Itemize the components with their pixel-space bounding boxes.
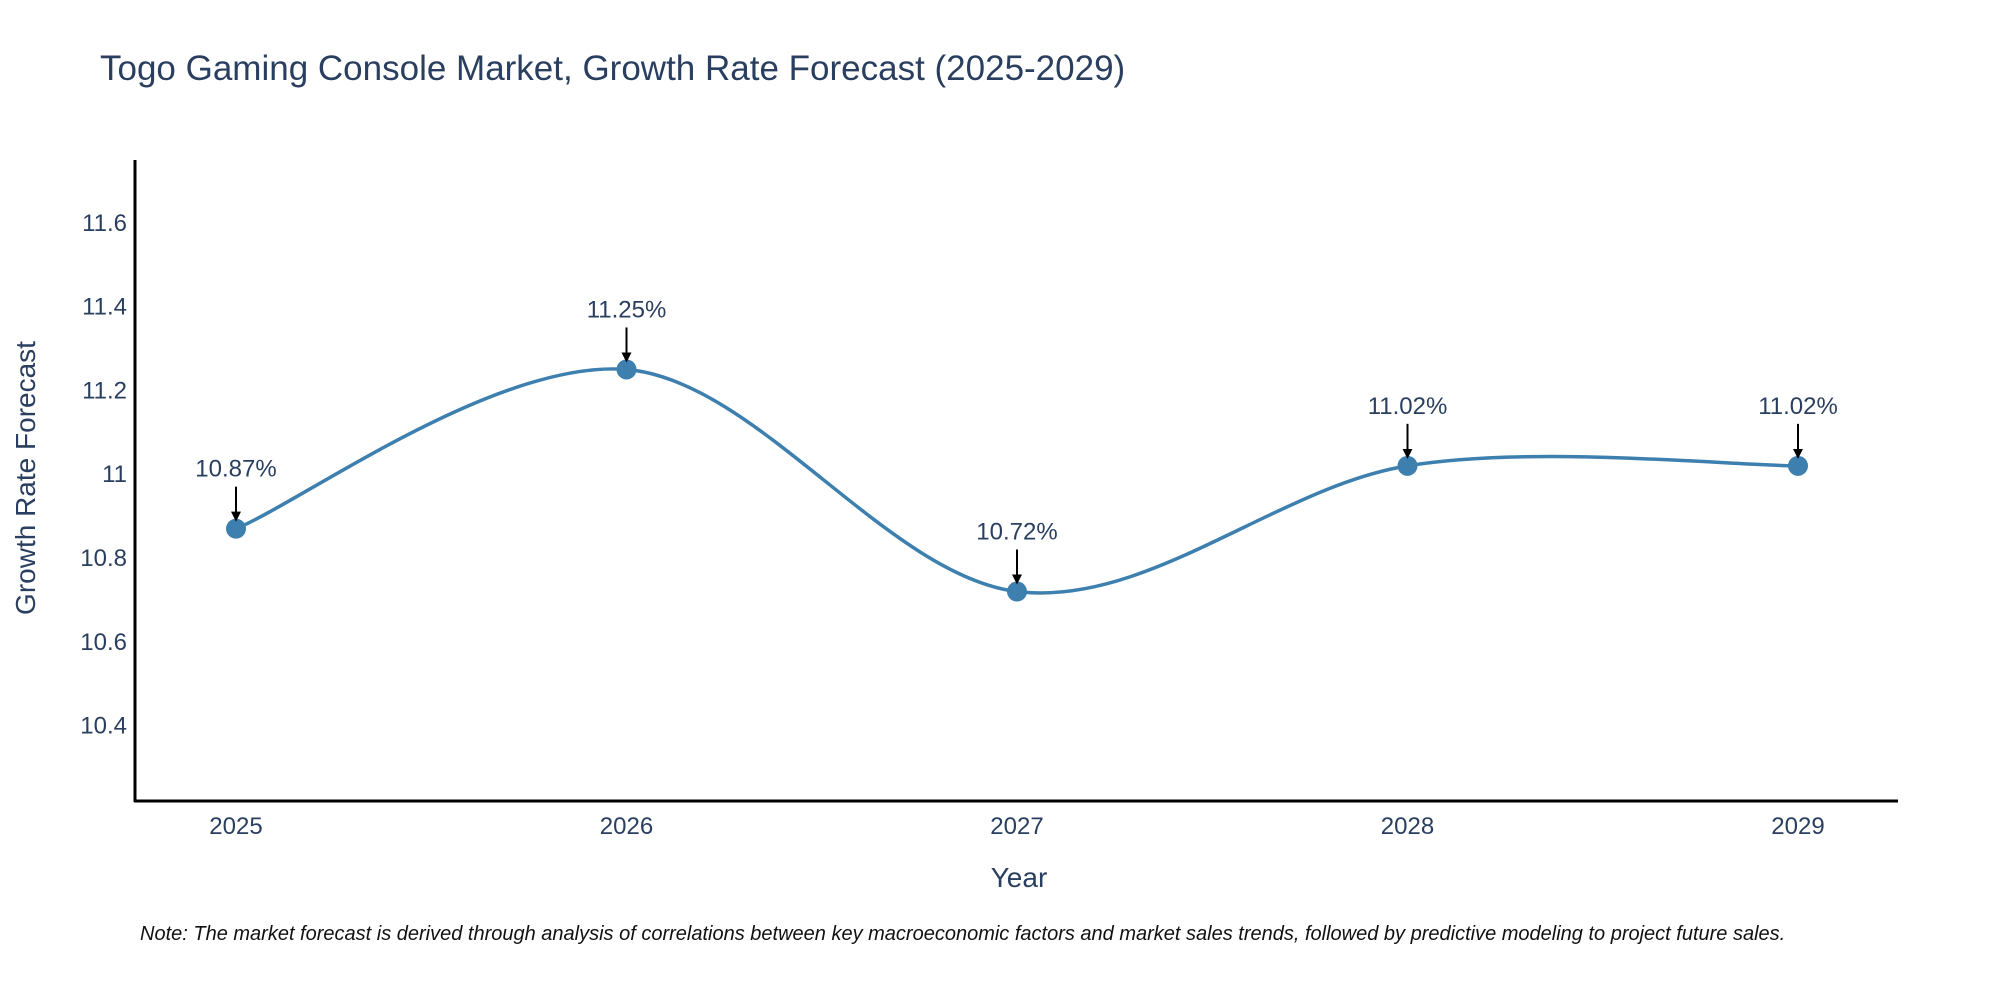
x-axis-title: Year	[991, 862, 1048, 893]
x-axis-ticks: 2025 2026 2027 2028 2029	[209, 813, 1824, 840]
x-tick-label: 2027	[990, 813, 1043, 840]
data-label: 11.02%	[1368, 393, 1448, 420]
data-label: 11.02%	[1758, 393, 1838, 420]
footnote: Note: The market forecast is derived thr…	[140, 923, 1785, 945]
chart-title: Togo Gaming Console Market, Growth Rate …	[100, 49, 1125, 88]
y-axis-title: Growth Rate Forecast	[10, 341, 41, 615]
x-tick-label: 2025	[209, 813, 262, 840]
y-tick-label: 11	[102, 461, 127, 488]
y-tick-label: 10.4	[80, 713, 127, 740]
y-tick-label: 10.6	[80, 629, 127, 656]
y-tick-label: 11.2	[82, 377, 127, 404]
series-line	[235, 367, 1799, 595]
y-axis-ticks: 10.4 10.6 10.8 11 11.2 11.4 11.6	[80, 210, 127, 740]
data-markers	[226, 359, 1808, 602]
y-tick-label: 10.8	[80, 545, 127, 572]
x-tick-label: 2026	[600, 813, 653, 840]
data-point-marker[interactable]	[616, 359, 637, 380]
data-point-marker[interactable]	[226, 518, 246, 539]
data-label: 11.25%	[587, 296, 667, 323]
y-tick-label: 11.6	[82, 210, 127, 237]
data-label: 10.87%	[195, 456, 276, 483]
data-point-marker[interactable]	[1397, 455, 1418, 476]
x-tick-label: 2029	[1771, 813, 1824, 840]
data-point-marker[interactable]	[1788, 455, 1808, 476]
data-label: 10.72%	[976, 519, 1057, 546]
x-tick-label: 2028	[1381, 813, 1434, 840]
y-tick-label: 11.4	[82, 294, 127, 321]
data-annotations: 10.87% 11.25% 10.72% 11.02% 11.02%	[195, 296, 1838, 585]
data-point-marker[interactable]	[1007, 581, 1027, 602]
